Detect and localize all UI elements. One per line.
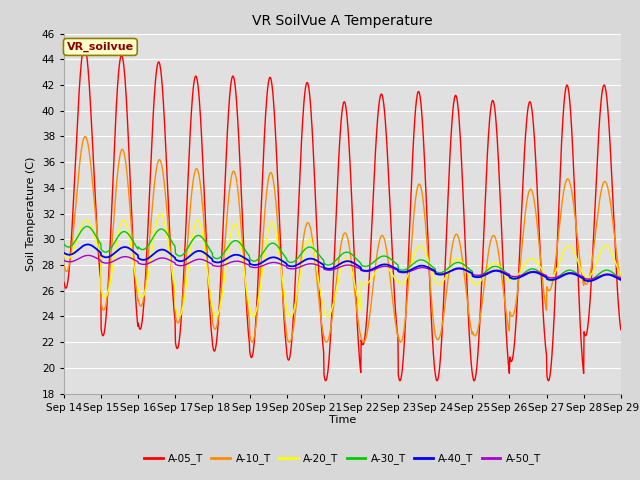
A-30_T	[502, 270, 509, 276]
A-05_T	[246, 353, 254, 359]
A-10_T	[81, 133, 89, 139]
A-05_T	[60, 279, 68, 285]
A-50_T	[84, 252, 92, 258]
A-30_T	[552, 276, 559, 282]
Line: A-30_T: A-30_T	[64, 227, 621, 280]
A-40_T	[246, 261, 254, 267]
Line: A-40_T: A-40_T	[64, 244, 621, 281]
Line: A-20_T: A-20_T	[64, 214, 621, 316]
Line: A-10_T: A-10_T	[64, 136, 621, 342]
A-10_T	[171, 292, 179, 298]
A-20_T	[184, 266, 192, 272]
Title: VR SoilVue A Temperature: VR SoilVue A Temperature	[252, 14, 433, 28]
Y-axis label: Soil Temperature (C): Soil Temperature (C)	[26, 156, 36, 271]
A-20_T	[429, 274, 437, 280]
A-20_T	[157, 211, 164, 216]
A-30_T	[184, 244, 192, 250]
A-50_T	[171, 260, 179, 265]
A-05_T	[81, 44, 88, 49]
A-20_T	[171, 283, 179, 289]
A-30_T	[429, 264, 437, 270]
A-50_T	[429, 268, 437, 274]
A-30_T	[547, 277, 555, 283]
A-10_T	[502, 311, 510, 316]
A-20_T	[60, 252, 68, 258]
X-axis label: Time: Time	[329, 415, 356, 425]
A-10_T	[429, 320, 437, 325]
A-05_T	[470, 378, 478, 384]
A-10_T	[246, 336, 254, 342]
A-50_T	[502, 270, 509, 276]
A-05_T	[184, 170, 192, 176]
A-05_T	[617, 327, 625, 333]
A-20_T	[324, 313, 332, 319]
Line: A-50_T: A-50_T	[64, 255, 621, 279]
A-30_T	[83, 224, 91, 229]
A-20_T	[552, 269, 559, 275]
A-20_T	[502, 275, 510, 281]
A-40_T	[171, 255, 179, 261]
A-05_T	[171, 314, 179, 320]
A-50_T	[246, 264, 254, 270]
A-10_T	[617, 276, 625, 282]
A-20_T	[246, 308, 254, 314]
A-50_T	[585, 276, 593, 282]
A-40_T	[84, 241, 92, 247]
A-50_T	[60, 258, 68, 264]
A-05_T	[429, 347, 437, 353]
A-10_T	[397, 339, 404, 345]
Legend: A-05_T, A-10_T, A-20_T, A-30_T, A-40_T, A-50_T: A-05_T, A-10_T, A-20_T, A-30_T, A-40_T, …	[140, 449, 545, 468]
A-40_T	[585, 278, 593, 284]
A-50_T	[184, 261, 192, 266]
Text: VR_soilvue: VR_soilvue	[67, 42, 134, 52]
A-10_T	[60, 262, 68, 268]
A-40_T	[429, 267, 437, 273]
A-40_T	[617, 277, 625, 283]
A-40_T	[502, 271, 509, 277]
A-30_T	[246, 257, 254, 263]
A-30_T	[171, 243, 179, 249]
A-30_T	[617, 276, 625, 282]
A-50_T	[617, 275, 625, 281]
A-40_T	[551, 276, 559, 282]
A-40_T	[184, 254, 192, 260]
A-30_T	[60, 241, 68, 247]
A-40_T	[60, 250, 68, 256]
A-50_T	[551, 275, 559, 280]
A-20_T	[617, 272, 625, 278]
A-05_T	[552, 286, 559, 292]
A-10_T	[184, 230, 192, 236]
Line: A-05_T: A-05_T	[64, 47, 621, 381]
A-05_T	[502, 330, 510, 336]
A-10_T	[552, 259, 559, 265]
